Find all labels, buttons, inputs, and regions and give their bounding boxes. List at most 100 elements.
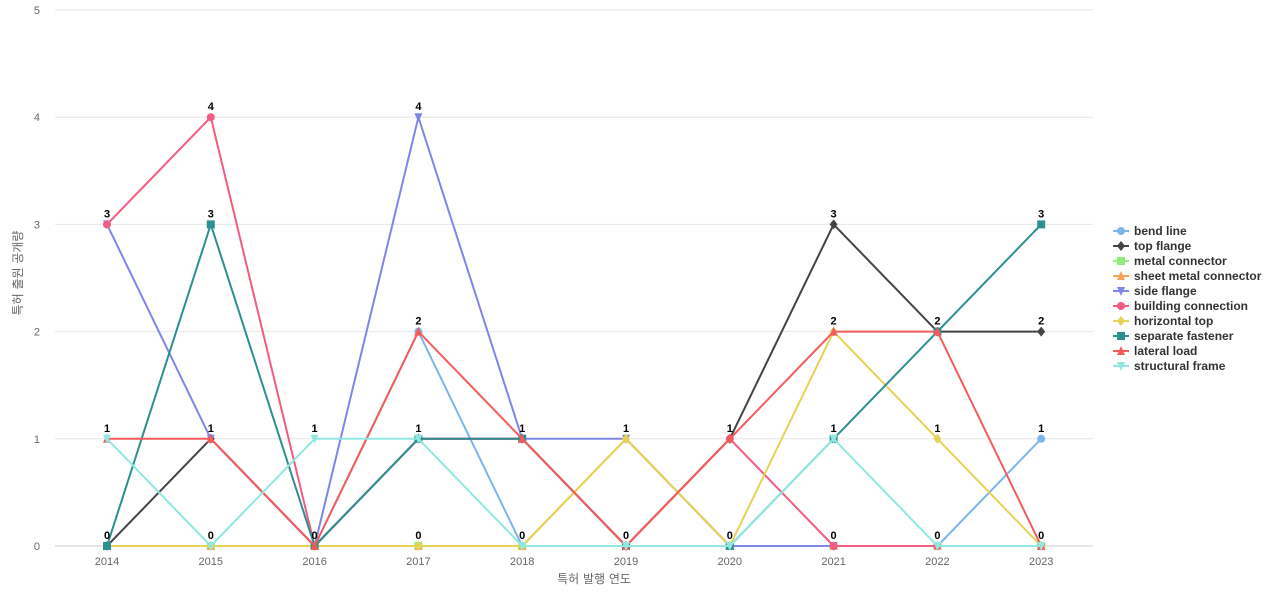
x-tick-label: 2018: [510, 556, 534, 568]
data-point: [622, 542, 630, 551]
y-tick-label: 5: [34, 5, 40, 17]
series-line: [106, 223, 1042, 547]
data-label: 1: [208, 423, 214, 435]
data-point: [103, 542, 111, 550]
legend-item: sheet metal connector: [1113, 269, 1262, 283]
data-label: 0: [312, 530, 318, 542]
x-axis-title: 특허 발행 연도: [557, 571, 631, 586]
x-tick-label: 2019: [614, 556, 638, 568]
data-point: [829, 542, 838, 550]
data-label: 3: [831, 208, 837, 220]
data-label: 0: [831, 530, 837, 542]
data-point: [414, 113, 423, 123]
y-tick-label: 3: [34, 219, 40, 231]
y-tick-label: 0: [34, 541, 40, 553]
data-label: 0: [623, 530, 629, 542]
series-group: [103, 113, 1046, 551]
x-tick-label: 2023: [1029, 556, 1053, 568]
data-label: 0: [934, 530, 940, 542]
y-axis-title: 특허 출원 공개량: [11, 231, 25, 316]
x-tick-label: 2014: [95, 556, 119, 568]
data-point: [414, 434, 423, 444]
legend-label: separate fastener: [1134, 329, 1234, 343]
data-label: 0: [208, 530, 214, 542]
legend-label: horizontal top: [1134, 314, 1213, 328]
legend-marker: [1117, 257, 1125, 265]
data-point: [518, 433, 527, 443]
legend-label: lateral load: [1134, 344, 1197, 358]
y-tick-label: 1: [34, 434, 40, 446]
legend-marker: [1117, 316, 1125, 326]
x-tick-label: 2015: [199, 556, 223, 568]
data-label: 1: [104, 423, 110, 435]
data-label: 2: [934, 316, 940, 328]
data-point: [103, 220, 111, 229]
legend-item: top flange: [1113, 239, 1192, 253]
data-point: [206, 542, 215, 551]
x-tick-label: 2022: [925, 556, 949, 568]
data-label: 3: [1038, 208, 1044, 220]
y-axis: 0 1 2 3 4 5: [34, 5, 40, 553]
legend-item: metal connector: [1113, 254, 1227, 268]
x-tick-label: 2016: [302, 556, 326, 568]
legend-marker: [1117, 287, 1125, 296]
data-label: 0: [104, 530, 110, 542]
data-point: [1037, 542, 1046, 551]
data-label: 1: [1038, 423, 1044, 435]
data-point: [725, 542, 734, 551]
data-point: [725, 433, 734, 443]
data-point: [206, 220, 215, 229]
legend-label: building connection: [1134, 299, 1248, 313]
data-point: [829, 434, 838, 444]
data-label: 1: [415, 423, 421, 435]
series-structural-frame: [103, 434, 1046, 551]
data-point: [829, 326, 838, 336]
data-label: 1: [934, 423, 940, 435]
data-label: 2: [415, 316, 421, 328]
data-point: [206, 113, 215, 122]
legend-marker: [1117, 362, 1125, 371]
data-label: 0: [1038, 530, 1044, 542]
legend-marker: [1117, 346, 1125, 355]
legend-marker: [1117, 271, 1125, 280]
legend-label: top flange: [1134, 239, 1192, 253]
legend-label: side flange: [1134, 284, 1197, 298]
x-tick-label: 2021: [821, 556, 845, 568]
series-separate-fastener: [103, 220, 1046, 550]
legend-label: bend line: [1134, 224, 1187, 238]
legend-item: building connection: [1113, 299, 1248, 313]
legend-item: lateral load: [1113, 344, 1197, 358]
legend-item: side flange: [1113, 284, 1197, 298]
legend-label: structural frame: [1134, 359, 1226, 373]
series-top-flange: [103, 219, 1046, 551]
data-point: [310, 541, 319, 550]
data-point: [518, 542, 527, 551]
legend-item: structural frame: [1113, 359, 1226, 373]
data-label: 1: [727, 423, 733, 435]
data-point: [103, 434, 111, 444]
legend-item: horizontal top: [1113, 314, 1213, 328]
data-label: 0: [727, 530, 733, 542]
data-label: 1: [831, 423, 837, 435]
x-tick-label: 2020: [718, 556, 742, 568]
legend-item: separate fastener: [1113, 329, 1234, 343]
legend-marker: [1117, 302, 1125, 310]
data-label: 3: [104, 208, 110, 220]
data-label: 1: [312, 423, 318, 435]
data-label: 0: [415, 530, 421, 542]
legend-item: bend line: [1113, 224, 1187, 238]
data-point: [206, 433, 215, 443]
data-point: [414, 326, 423, 336]
data-point: [1037, 220, 1046, 229]
y-tick-label: 2: [34, 327, 40, 339]
data-point: [829, 219, 838, 230]
data-label: 2: [1038, 316, 1044, 328]
data-point: [310, 434, 319, 444]
data-label: 4: [208, 101, 215, 113]
data-label: 2: [831, 316, 837, 328]
x-tick-label: 2017: [406, 556, 430, 568]
data-label: 4: [415, 101, 422, 113]
